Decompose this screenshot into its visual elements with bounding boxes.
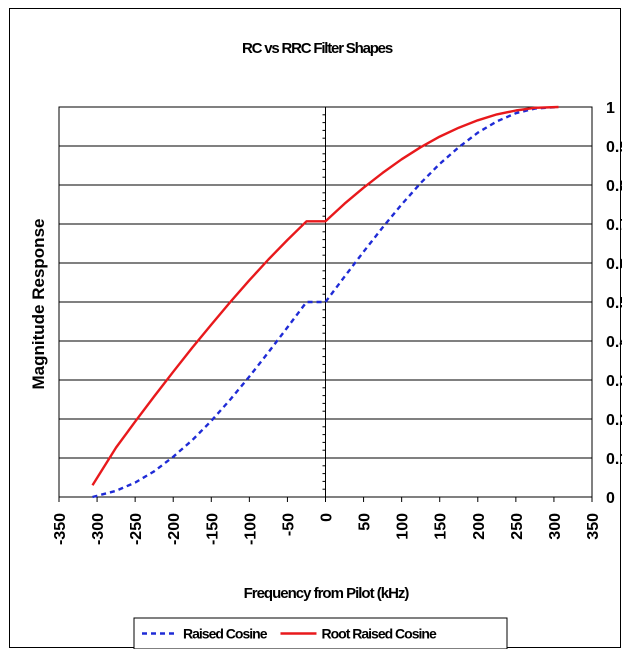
y-tick-label: 0.1 <box>606 451 622 468</box>
x-tick-label: -150 <box>204 513 221 545</box>
y-tick-label: 0.8 <box>606 178 622 195</box>
x-tick-label: -200 <box>166 513 183 545</box>
x-tick-label: -300 <box>90 513 107 545</box>
y-tick-label: 0.4 <box>606 334 622 351</box>
x-tick-label: -50 <box>280 513 297 536</box>
x-tick-label: -350 <box>52 513 69 545</box>
series-line-1 <box>91 105 559 486</box>
x-tick-label: 300 <box>547 513 564 540</box>
x-tick-label: 0 <box>319 513 336 522</box>
y-tick-label: 0.3 <box>606 373 622 390</box>
series-line-0 <box>92 105 559 499</box>
y-tick-label: 0.5 <box>606 295 622 312</box>
x-tick-label: 50 <box>357 513 374 531</box>
x-tick-label: -250 <box>128 513 145 545</box>
plot-area: 0 0.1 0.2 0.3 0.4 0.5 0.6 0.7 0.8 0.9 1 -350 -300 -25… <box>52 100 622 545</box>
x-tick-label: 100 <box>395 513 412 540</box>
y-tick-label: 0.7 <box>606 217 622 234</box>
x-tick-label: 200 <box>471 513 488 540</box>
y-tick-label: 0.9 <box>606 139 622 156</box>
x-tick-label: 250 <box>509 513 526 540</box>
chart-title: RC vs RRC Filter Shapes <box>242 40 393 57</box>
legend-box <box>133 617 508 649</box>
y-tick-label: 0 <box>606 490 615 507</box>
chart: RC vs RRC Filter Shapes Magnitude Respon… <box>29 40 622 649</box>
x-tick-label: -100 <box>242 513 259 545</box>
y-tick-label: 0.6 <box>606 256 622 273</box>
legend-label-0: Raised Cosine <box>183 626 268 642</box>
legend: Raised Cosine Root Raised Cosine <box>133 617 508 649</box>
y-tick-label: 0.2 <box>606 412 622 429</box>
legend-label-1: Root Raised Cosine <box>321 626 436 642</box>
y-axis-label: Magnitude Response <box>29 219 48 390</box>
x-axis-label: Frequency from Pilot (kHz) <box>244 585 410 602</box>
chart-frame: RC vs RRC Filter Shapes Magnitude Respon… <box>9 8 622 649</box>
y-tick-label: 1 <box>606 100 615 117</box>
x-tick-label: 150 <box>433 513 450 540</box>
x-tick-label: 350 <box>585 513 602 540</box>
